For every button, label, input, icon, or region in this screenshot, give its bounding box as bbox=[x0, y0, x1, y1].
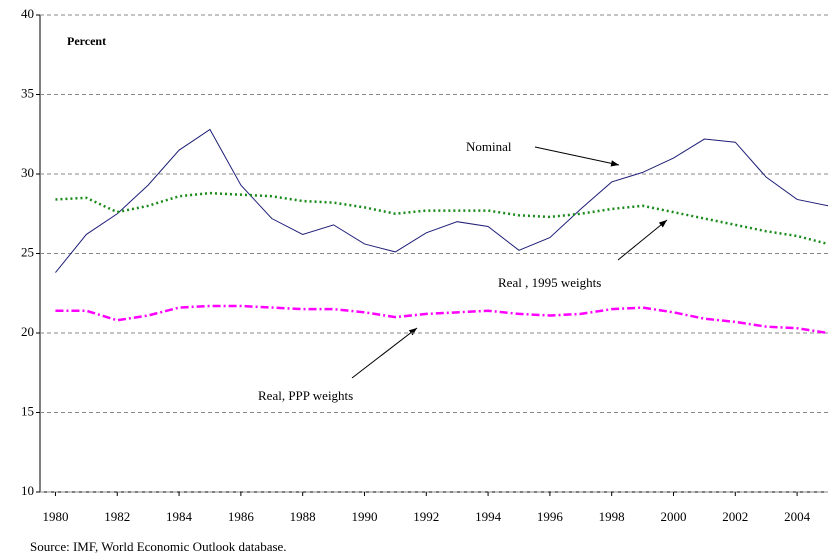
arrow bbox=[617, 219, 668, 261]
x-tick-label: 2004 bbox=[784, 509, 811, 524]
x-tick-label: 2002 bbox=[722, 509, 748, 524]
series-line bbox=[55, 191, 828, 246]
annotation: Real, PPP weights bbox=[258, 388, 353, 403]
y-tick-label: 35 bbox=[21, 85, 34, 100]
x-tick-label: 1994 bbox=[475, 509, 502, 524]
series-line bbox=[55, 128, 828, 273]
y-tick-label: 30 bbox=[21, 165, 34, 180]
x-tick-label: 1986 bbox=[228, 509, 255, 524]
x-tick-label: 1996 bbox=[537, 509, 564, 524]
x-tick-label: 2000 bbox=[660, 509, 686, 524]
y-tick-label: 20 bbox=[21, 324, 34, 339]
arrow bbox=[351, 327, 418, 379]
x-tick-label: 1980 bbox=[42, 509, 68, 524]
x-tick-label: 1990 bbox=[351, 509, 377, 524]
annotation: Nominal bbox=[466, 139, 512, 154]
x-tick-label: 1982 bbox=[104, 509, 130, 524]
annotation: Real , 1995 weights bbox=[498, 275, 601, 290]
y-tick-label: 25 bbox=[21, 244, 34, 259]
source: Source: IMF, World Economic Outlook data… bbox=[30, 539, 287, 554]
x-tick-label: 1988 bbox=[290, 509, 316, 524]
y-tick-label: 10 bbox=[21, 483, 34, 498]
x-tick-label: 1998 bbox=[599, 509, 625, 524]
series-line bbox=[55, 304, 828, 335]
x-tick-label: 1984 bbox=[166, 509, 193, 524]
y-tick-label: 15 bbox=[21, 403, 34, 418]
x-tick-label: 1992 bbox=[413, 509, 439, 524]
arrow bbox=[534, 146, 620, 167]
unit-label: Percent bbox=[67, 34, 106, 48]
y-tick-label: 40 bbox=[21, 6, 34, 21]
